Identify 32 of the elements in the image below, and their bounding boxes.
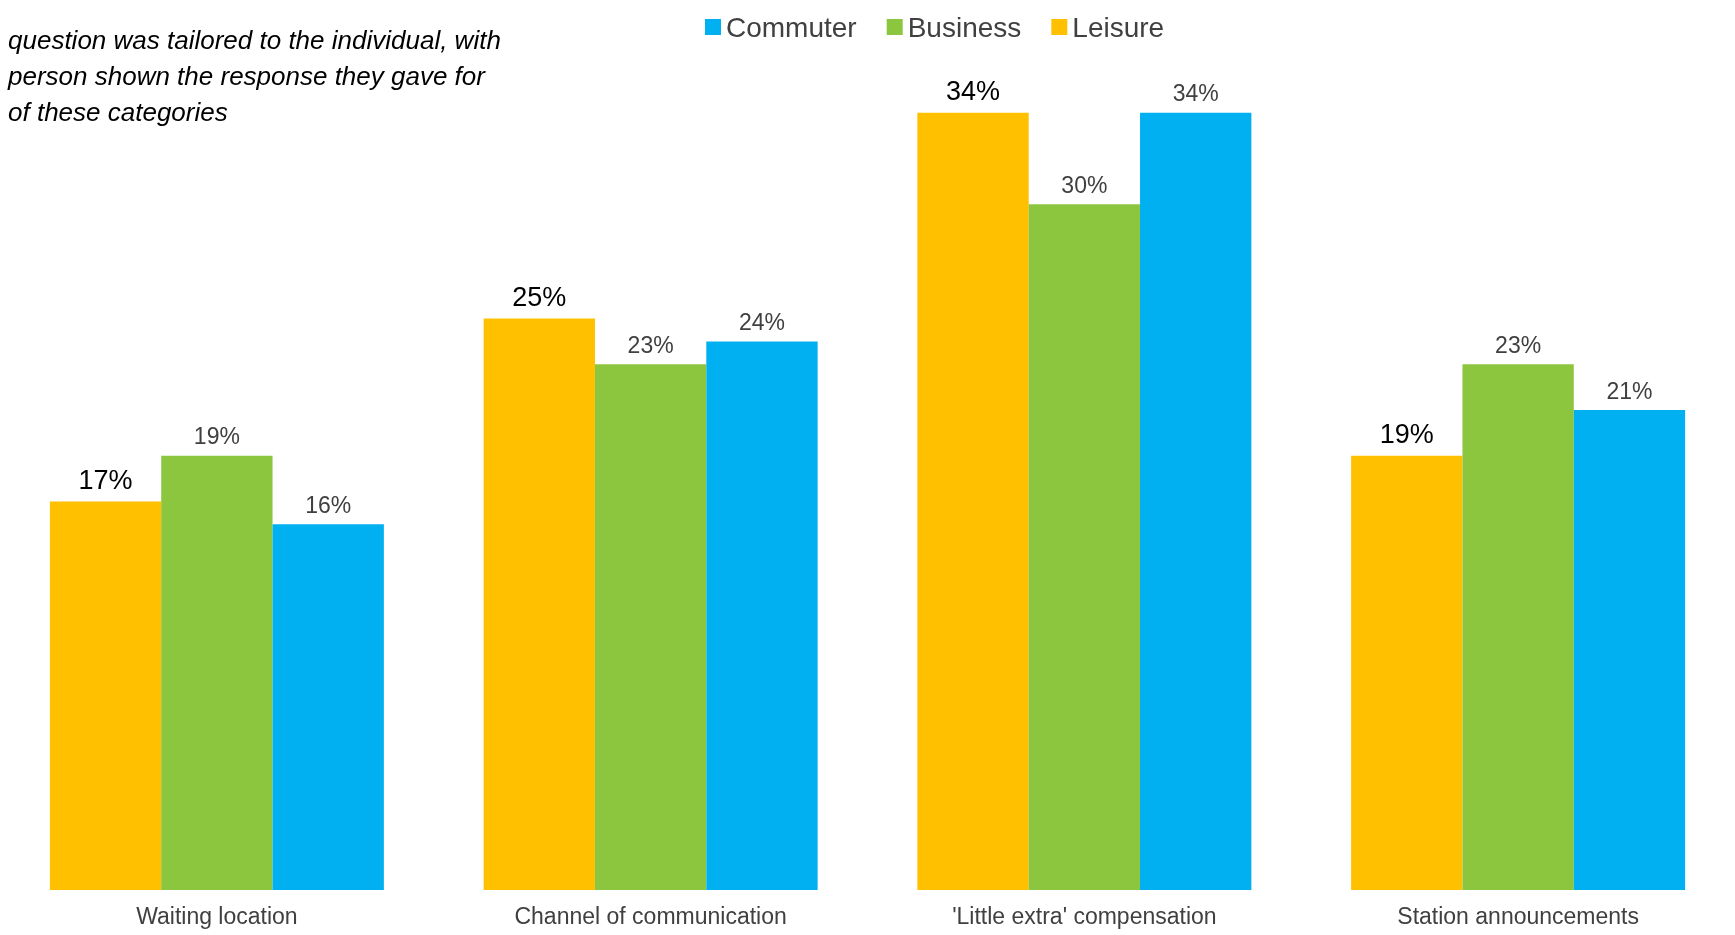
legend-label: Leisure (1072, 11, 1165, 43)
x-tick-label: Waiting location (136, 902, 298, 929)
data-label: 23% (1495, 331, 1542, 358)
bar (1140, 112, 1252, 890)
data-label: 25% (512, 282, 567, 313)
data-label: 23% (627, 331, 674, 358)
data-label: 21% (1606, 377, 1653, 404)
data-label: 34% (946, 76, 1001, 107)
bar (272, 524, 384, 890)
data-label: 16% (305, 491, 352, 518)
data-label: 19% (193, 423, 240, 450)
data-label: 34% (1172, 80, 1219, 107)
bar (917, 112, 1029, 890)
legend-label: Business (907, 11, 1022, 43)
x-tick-label: Station announcements (1397, 902, 1639, 929)
legend-label: Commuter (726, 11, 857, 43)
bar (483, 318, 595, 890)
bar (49, 501, 162, 890)
annotation: question was tailored to the individual, with person shown the response they gave for of these categories (8, 24, 501, 129)
x-tick-label: 'Little extra' compensation (952, 902, 1217, 929)
bar (594, 364, 707, 890)
bar (1351, 455, 1463, 890)
data-label: 24% (738, 308, 785, 335)
bar (1573, 410, 1686, 890)
bar (1028, 204, 1141, 890)
data-label: 30% (1061, 171, 1108, 198)
bar (161, 455, 273, 890)
data-label: 17% (78, 464, 133, 495)
bar (706, 341, 818, 890)
bar (1462, 364, 1574, 890)
data-label: 19% (1379, 419, 1434, 450)
x-tick-label: Channel of communication (514, 902, 787, 929)
